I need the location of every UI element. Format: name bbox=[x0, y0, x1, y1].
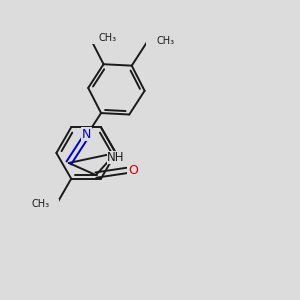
Text: CH₃: CH₃ bbox=[32, 200, 50, 209]
Bar bbox=[41, 199, 59, 210]
Text: NH: NH bbox=[107, 151, 124, 164]
Text: N: N bbox=[82, 128, 91, 140]
Text: CH₃: CH₃ bbox=[156, 36, 174, 46]
Bar bbox=[107, 151, 124, 164]
Bar bbox=[88, 32, 109, 44]
Bar bbox=[81, 128, 92, 141]
Text: CH₃: CH₃ bbox=[98, 33, 116, 43]
Bar bbox=[128, 164, 139, 177]
Bar bbox=[146, 35, 166, 46]
Text: O: O bbox=[128, 164, 138, 177]
